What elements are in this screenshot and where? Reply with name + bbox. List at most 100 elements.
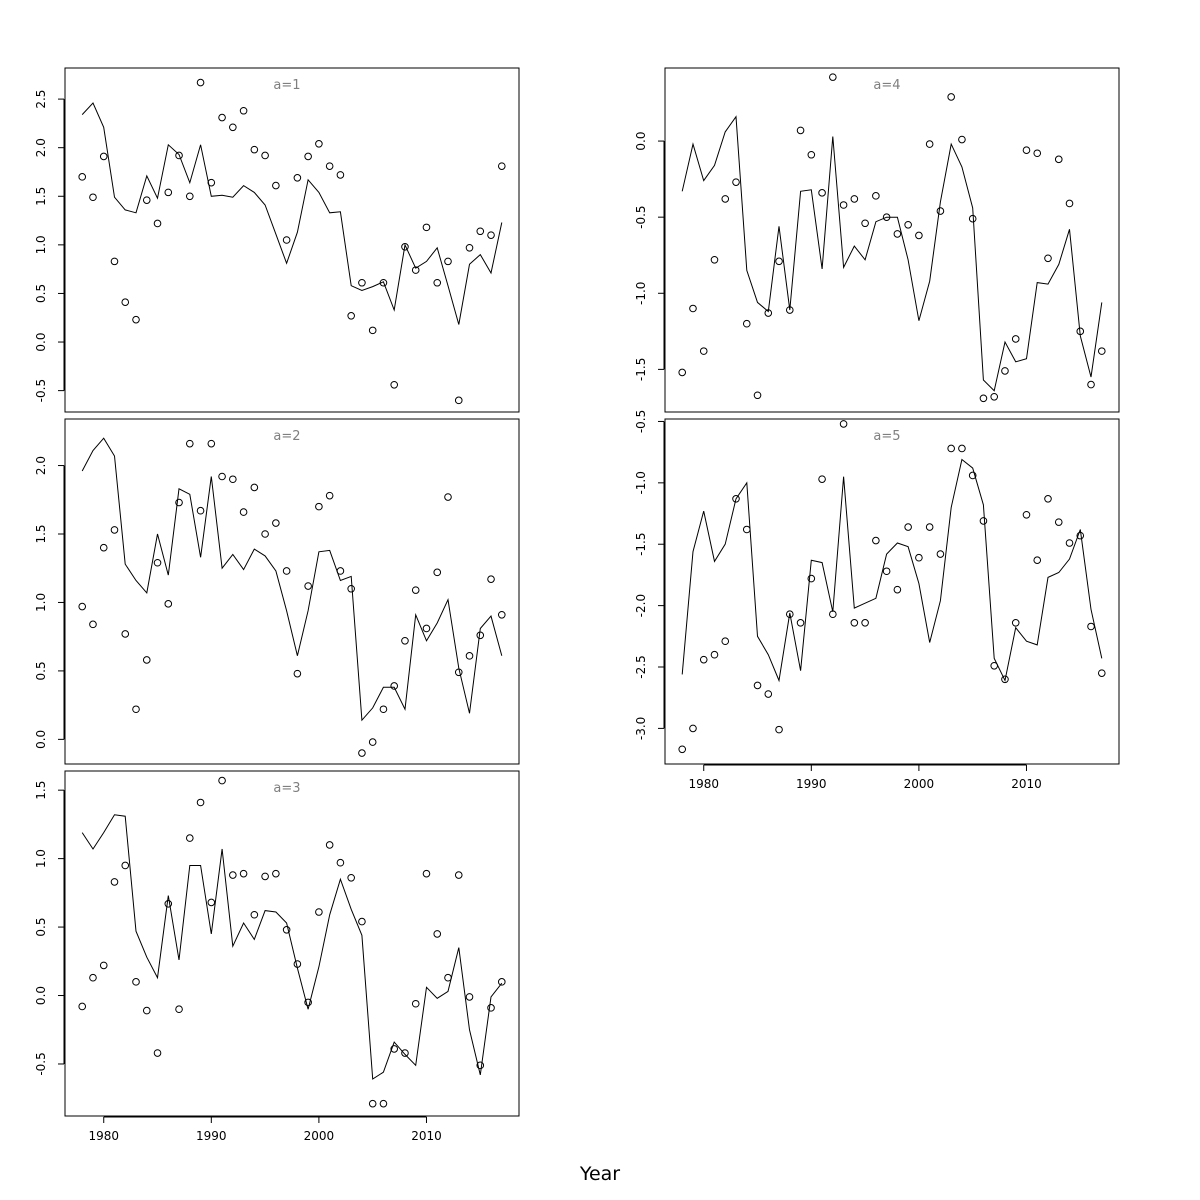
data-point xyxy=(807,150,816,159)
data-point xyxy=(196,506,205,515)
plot-frame xyxy=(664,67,1120,413)
data-point xyxy=(775,725,783,734)
y-tick-label: 2.5 xyxy=(34,90,48,109)
plot-frame xyxy=(64,418,520,765)
data-point xyxy=(699,655,708,664)
data-point xyxy=(390,1045,399,1053)
data-point xyxy=(487,1004,495,1012)
y-tick-label: -0.5 xyxy=(634,205,648,228)
data-point xyxy=(947,93,955,101)
x-tick-label: 1980 xyxy=(88,1129,119,1143)
data-point xyxy=(861,619,869,627)
y-tick-label: 1.5 xyxy=(34,524,48,543)
x-tick-label: 2010 xyxy=(411,1129,442,1143)
data-point xyxy=(164,600,173,608)
data-point xyxy=(710,255,719,264)
data-point xyxy=(390,380,399,389)
data-point xyxy=(947,444,955,453)
x-tick-label: 1990 xyxy=(196,1129,227,1143)
data-point xyxy=(882,567,891,576)
data-point xyxy=(422,223,431,232)
data-point xyxy=(1087,380,1095,389)
y-tick-label: 0.0 xyxy=(34,730,48,749)
data-point xyxy=(293,669,302,678)
data-point xyxy=(1065,199,1074,208)
data-point xyxy=(358,749,366,757)
data-point xyxy=(968,471,977,480)
panel-title: a=5 xyxy=(873,429,900,444)
data-point xyxy=(315,139,323,148)
fitted-line xyxy=(81,437,503,722)
data-point xyxy=(839,201,848,209)
y-tick-label: 0.0 xyxy=(34,986,48,1005)
observed-points xyxy=(678,73,1106,403)
y-axis: 0.0 0.5 1.0 1.5 2.0 xyxy=(34,456,65,749)
data-point xyxy=(325,491,334,500)
data-point xyxy=(925,523,934,531)
plot-frame xyxy=(64,770,520,1117)
data-point xyxy=(497,978,506,986)
data-point xyxy=(272,519,280,527)
data-point xyxy=(1011,619,1020,627)
data-point xyxy=(732,495,740,503)
data-point xyxy=(368,738,377,746)
data-point xyxy=(487,231,495,239)
data-point xyxy=(250,145,259,154)
data-point xyxy=(336,171,345,179)
data-point xyxy=(99,543,108,552)
data-point xyxy=(1022,146,1031,154)
data-point xyxy=(1001,675,1009,684)
data-point xyxy=(315,908,323,916)
y-tick-label: 2.0 xyxy=(34,138,48,157)
data-point xyxy=(915,553,923,562)
data-point xyxy=(1044,254,1052,263)
data-point xyxy=(142,1006,151,1015)
data-point xyxy=(872,536,880,545)
data-point xyxy=(325,162,334,170)
data-point xyxy=(1054,155,1063,164)
data-point xyxy=(401,243,409,251)
data-point xyxy=(358,917,366,926)
data-point xyxy=(1022,510,1031,519)
data-point xyxy=(185,192,194,201)
panel-a5: a=5 -3.0 -2.5 -2.0 -1.5 -1.0 -0.5 xyxy=(634,410,1120,765)
data-point xyxy=(699,347,708,355)
data-point xyxy=(476,1061,485,1070)
data-point xyxy=(411,266,420,274)
data-point xyxy=(239,106,248,115)
data-point xyxy=(99,961,108,970)
data-point xyxy=(764,690,773,698)
data-point xyxy=(497,162,506,170)
data-point xyxy=(818,475,826,483)
data-point xyxy=(936,207,945,215)
y-tick-label: 0.5 xyxy=(34,284,48,303)
data-point xyxy=(315,502,323,511)
data-point xyxy=(196,798,205,807)
data-point xyxy=(239,508,248,516)
data-point xyxy=(753,391,762,400)
data-point xyxy=(401,636,409,645)
y-axis: -3.0 -2.5 -2.0 -1.5 -1.0 -0.5 xyxy=(634,410,665,740)
data-point xyxy=(132,315,140,324)
data-point xyxy=(882,213,891,221)
panel-a1: a=1 -0.5 0.0 0.5 1.0 1.5 2.0 2.5 xyxy=(34,67,520,413)
fitted-line xyxy=(681,115,1103,392)
observed-points xyxy=(78,78,506,405)
data-point xyxy=(732,178,740,186)
data-point xyxy=(422,624,431,633)
data-point xyxy=(904,220,912,229)
data-point xyxy=(153,219,162,228)
y-tick-label: 0.0 xyxy=(34,332,48,351)
data-point xyxy=(753,681,762,690)
data-point xyxy=(153,1049,162,1057)
data-point xyxy=(196,78,205,87)
y-tick-label: -1.0 xyxy=(634,282,648,305)
data-point xyxy=(818,189,826,197)
data-point xyxy=(721,637,730,646)
data-point xyxy=(175,1005,183,1014)
data-point xyxy=(110,257,119,266)
y-tick-label: 2.0 xyxy=(34,456,48,475)
data-point xyxy=(1044,495,1052,503)
fitted-line xyxy=(81,102,503,325)
